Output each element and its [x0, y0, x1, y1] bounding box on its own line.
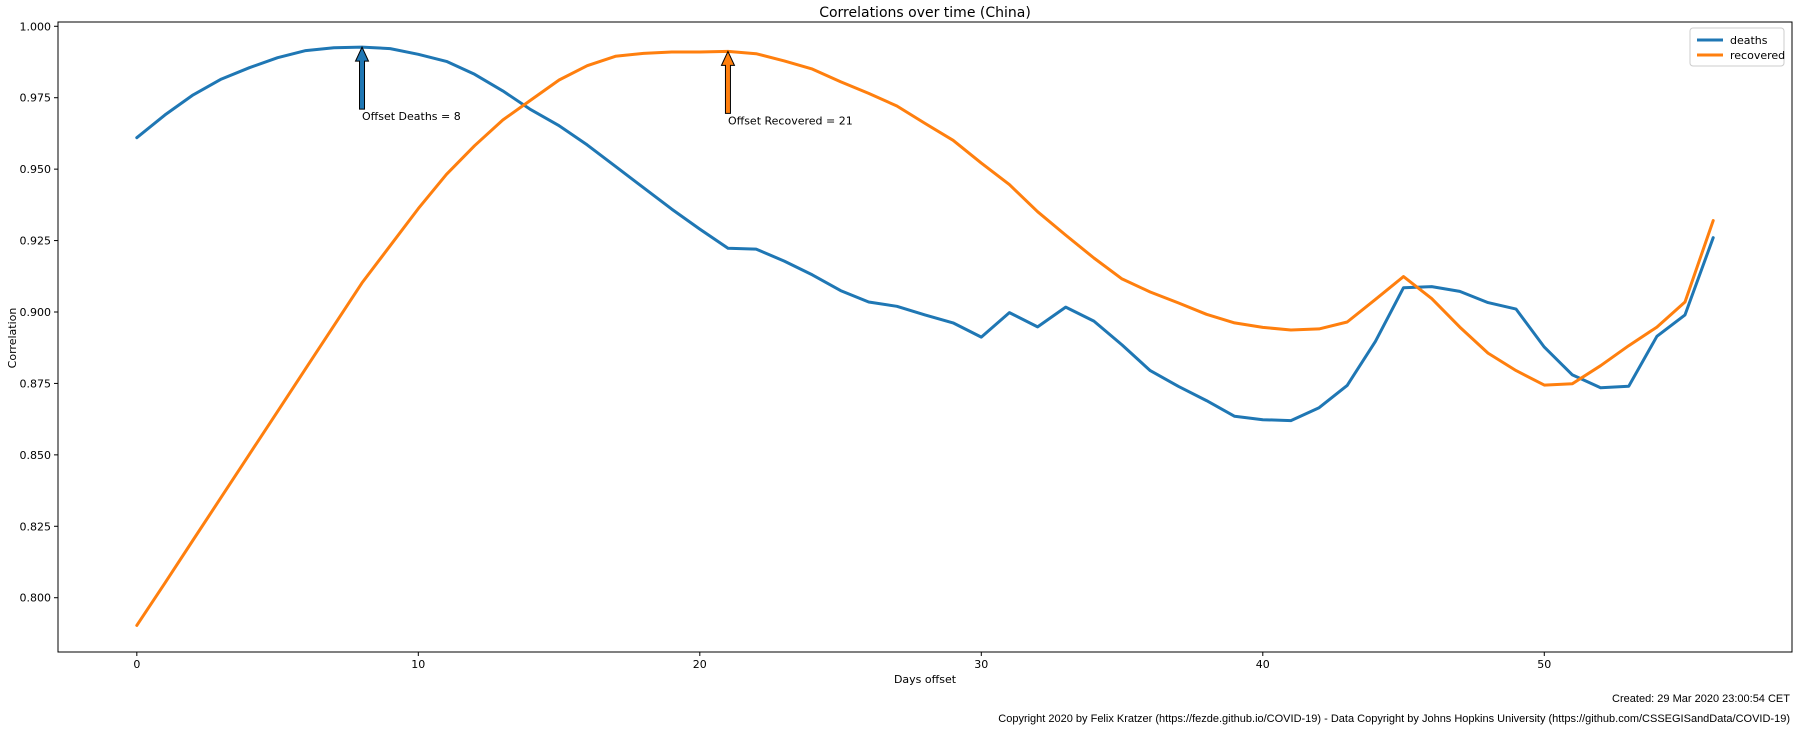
y-tick-label: 0.875	[20, 377, 52, 390]
y-tick-label: 0.950	[20, 163, 52, 176]
y-tick-label: 0.800	[20, 592, 52, 605]
series-line-deaths	[135, 45, 1715, 423]
y-tick-label: 0.975	[20, 92, 52, 105]
x-tick-label: 0	[133, 658, 140, 671]
footer-copyright: Copyright 2020 by Felix Kratzer (https:/…	[998, 713, 1790, 725]
annotation-arrow	[720, 50, 736, 114]
legend: deaths recovered	[1689, 27, 1785, 67]
annotation-arrow	[354, 45, 370, 110]
footer-created-timestamp: Created: 29 Mar 2020 23:00:54 CET	[1612, 693, 1790, 705]
x-tick-label: 10	[411, 658, 425, 671]
annotation-label: Offset Deaths = 8	[362, 110, 461, 123]
y-tick-label: 0.925	[20, 235, 52, 248]
y-tick-label: 0.850	[20, 449, 52, 462]
y-tick-label: 1.000	[20, 20, 52, 33]
y-tick-label: 0.900	[20, 306, 52, 319]
annotation-label: Offset Recovered = 21	[728, 114, 853, 127]
x-tick-label: 40	[1256, 658, 1270, 671]
legend-label-deaths: deaths	[1730, 34, 1768, 47]
series-line-recovered	[135, 49, 1715, 627]
chart-title: Correlations over time (China)	[819, 5, 1031, 21]
axes-frame	[57, 21, 1793, 653]
x-tick-label: 30	[974, 658, 988, 671]
x-tick-label: 20	[693, 658, 707, 671]
x-tick-label: 50	[1537, 658, 1551, 671]
x-axis-label: Days offset	[894, 673, 957, 686]
y-tick-label: 0.825	[20, 520, 52, 533]
legend-label-recovered: recovered	[1730, 49, 1785, 62]
y-axis-label: Correlation	[6, 308, 19, 369]
